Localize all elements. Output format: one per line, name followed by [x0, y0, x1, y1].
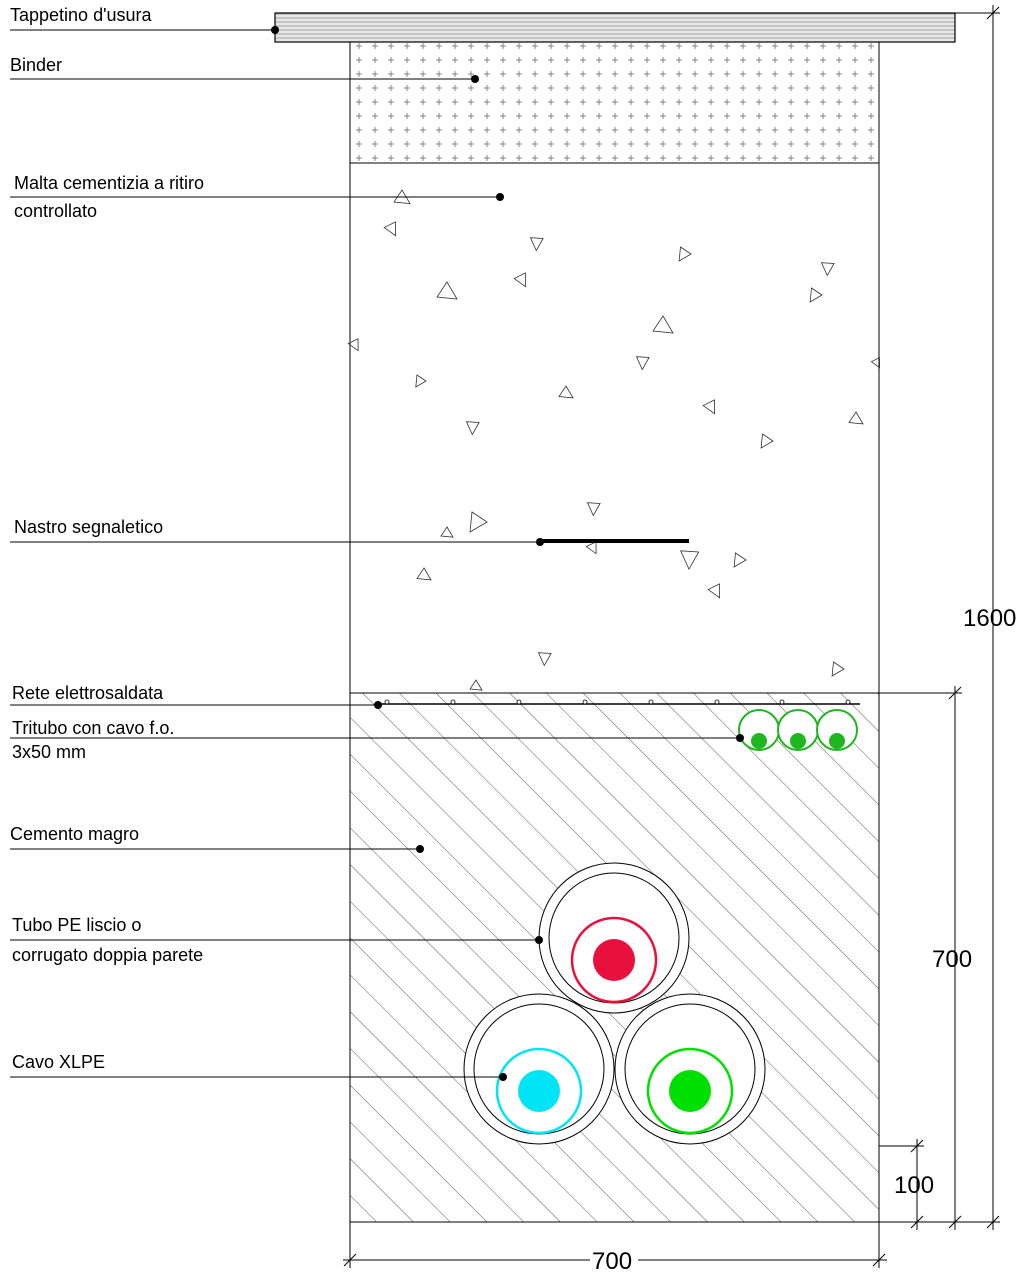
aggregate-triangle: [678, 246, 692, 262]
aggregate-triangle: [635, 356, 650, 371]
aggregate-triangle: [440, 526, 454, 538]
label-tritubo-line1: Tritubo con cavo f.o.: [12, 718, 174, 738]
dimension-700-horizontal: 700: [592, 1248, 632, 1274]
rete-nodes: [384, 699, 851, 705]
aggregate-triangle: [831, 661, 845, 677]
dimension-1600: 1600: [963, 605, 1016, 632]
aggregate-triangle: [809, 287, 823, 303]
label-malta-line2: controllato: [14, 201, 97, 221]
aggregate-triangle: [469, 511, 488, 533]
aggregate-triangle: [416, 567, 432, 581]
label-tritubo-line2: 3x50 mm: [12, 742, 86, 762]
aggregate-triangle: [347, 338, 359, 352]
aggregate-triangle: [585, 541, 597, 555]
cable-tubes: [463, 862, 766, 1145]
aggregate-triangle: [558, 385, 574, 399]
aggregate-triangle: [469, 679, 483, 691]
dimension-bottom-offset: [879, 1139, 924, 1230]
aggregate-triangle: [733, 552, 747, 568]
aggregate-triangle: [652, 315, 674, 334]
label-cemento: Cemento magro: [10, 824, 139, 844]
tappetino-layer: [274, 12, 956, 43]
label-cavo: Cavo XLPE: [12, 1052, 105, 1072]
aggregate-triangle: [529, 237, 544, 252]
leader-lines: [10, 26, 744, 1081]
label-tappetino: Tappetino d'usura: [10, 5, 153, 25]
label-rete: Rete elettrosaldata: [12, 683, 164, 703]
malta-aggregate-triangles: [347, 189, 880, 691]
aggregate-triangle: [465, 421, 480, 436]
dimension-total-height: [879, 5, 1000, 1230]
malta-layer: [349, 162, 880, 694]
label-binder: Binder: [10, 55, 62, 75]
binder-layer: [349, 41, 880, 164]
dimension-700-vertical: 700: [932, 946, 972, 973]
aggregate-triangle: [820, 262, 835, 277]
aggregate-triangle: [760, 433, 774, 449]
aggregate-triangle: [848, 411, 864, 425]
dimension-lower-height: [879, 686, 962, 1230]
dimension-100: 100: [894, 1172, 934, 1199]
label-nastro: Nastro segnaletico: [14, 517, 163, 537]
aggregate-triangle: [680, 550, 700, 571]
aggregate-triangle: [415, 374, 427, 388]
aggregate-triangle: [383, 221, 397, 237]
aggregate-triangle: [707, 583, 721, 599]
aggregate-triangle: [702, 399, 716, 415]
label-tubo-line1: Tubo PE liscio o: [12, 915, 141, 935]
aggregate-triangle: [513, 272, 527, 288]
aggregate-triangle: [436, 281, 458, 300]
aggregate-triangle: [537, 652, 552, 667]
label-tubo-line2: corrugato doppia parete: [12, 945, 203, 965]
label-malta-line1: Malta cementizia a ritiro: [14, 173, 204, 193]
aggregate-triangle: [870, 357, 880, 369]
tritubo: [738, 709, 858, 751]
aggregate-triangle: [586, 502, 601, 517]
